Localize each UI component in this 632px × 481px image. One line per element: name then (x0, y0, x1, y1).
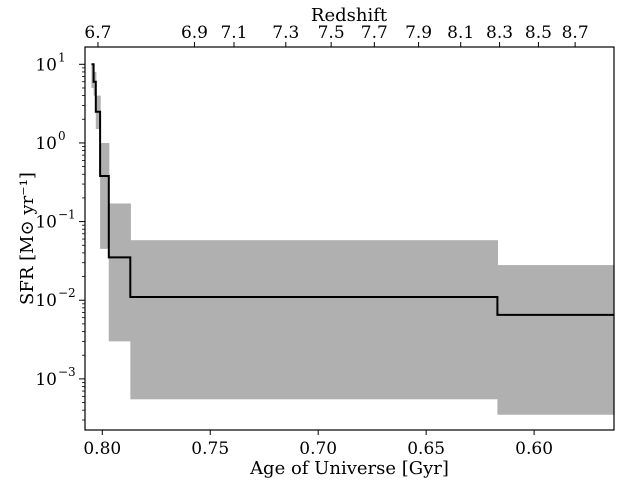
sfr-line-layer (91, 63, 614, 316)
top-tick-label-10: 8.7 (562, 23, 589, 43)
bottom-tick-label-4: 0.60 (515, 439, 553, 459)
y-tick-exponent-0: 1 (58, 50, 66, 64)
uncertainty-band-7 (497, 265, 615, 415)
top-tick-label-0: 6.7 (84, 23, 111, 43)
top-axis: 6.7 6.9 7.1 7.3 7.5 7.7 7.9 8.1 8.3 8.5 8.7 (84, 23, 589, 47)
y-tick-exponent-2: −1 (58, 208, 76, 222)
y-tick-exponent-3: −2 (58, 286, 76, 300)
top-tick-label-3: 7.3 (272, 23, 299, 43)
bottom-tick-label-2: 0.70 (299, 439, 337, 459)
bottom-axis: 0.80 0.75 0.70 0.65 0.60 (83, 430, 553, 459)
uncertainty-band-layer (91, 64, 615, 415)
bottom-tick-label-0: 0.80 (83, 439, 121, 459)
y-tick-exponent-4: −3 (58, 365, 76, 379)
uncertainty-band-6 (210, 240, 499, 400)
y-tick-label-2: 10 (35, 213, 57, 233)
top-tick-label-1: 6.9 (181, 23, 208, 43)
top-axis-title: Redshift (311, 5, 388, 26)
y-axis-title: SFR [M⊙ yr⁻¹] (17, 172, 38, 305)
y-tick-label-3: 10 (35, 291, 57, 311)
y-tick-exponent-1: 0 (58, 129, 66, 143)
top-tick-label-8: 8.3 (486, 23, 513, 43)
top-tick-label-4: 7.5 (318, 23, 345, 43)
top-tick-label-7: 8.1 (447, 23, 474, 43)
bottom-tick-label-3: 0.65 (407, 439, 445, 459)
x-axis-title: Age of Universe [Gyr] (249, 458, 449, 479)
plot-frame (84, 46, 615, 431)
y-tick-label-1: 10 (35, 134, 57, 154)
y-tick-label-0: 10 (35, 55, 57, 75)
top-tick-label-9: 8.5 (525, 23, 552, 43)
uncertainty-band-4 (108, 203, 131, 342)
top-tick-label-6: 7.9 (405, 23, 432, 43)
top-tick-label-5: 7.7 (361, 23, 388, 43)
uncertainty-band-5 (130, 240, 211, 400)
bottom-tick-label-1: 0.75 (191, 439, 229, 459)
sfr-step-line (91, 63, 614, 316)
uncertainty-band-3 (100, 142, 110, 249)
top-tick-label-2: 7.1 (220, 23, 247, 43)
y-tick-label-4: 10 (35, 370, 57, 390)
